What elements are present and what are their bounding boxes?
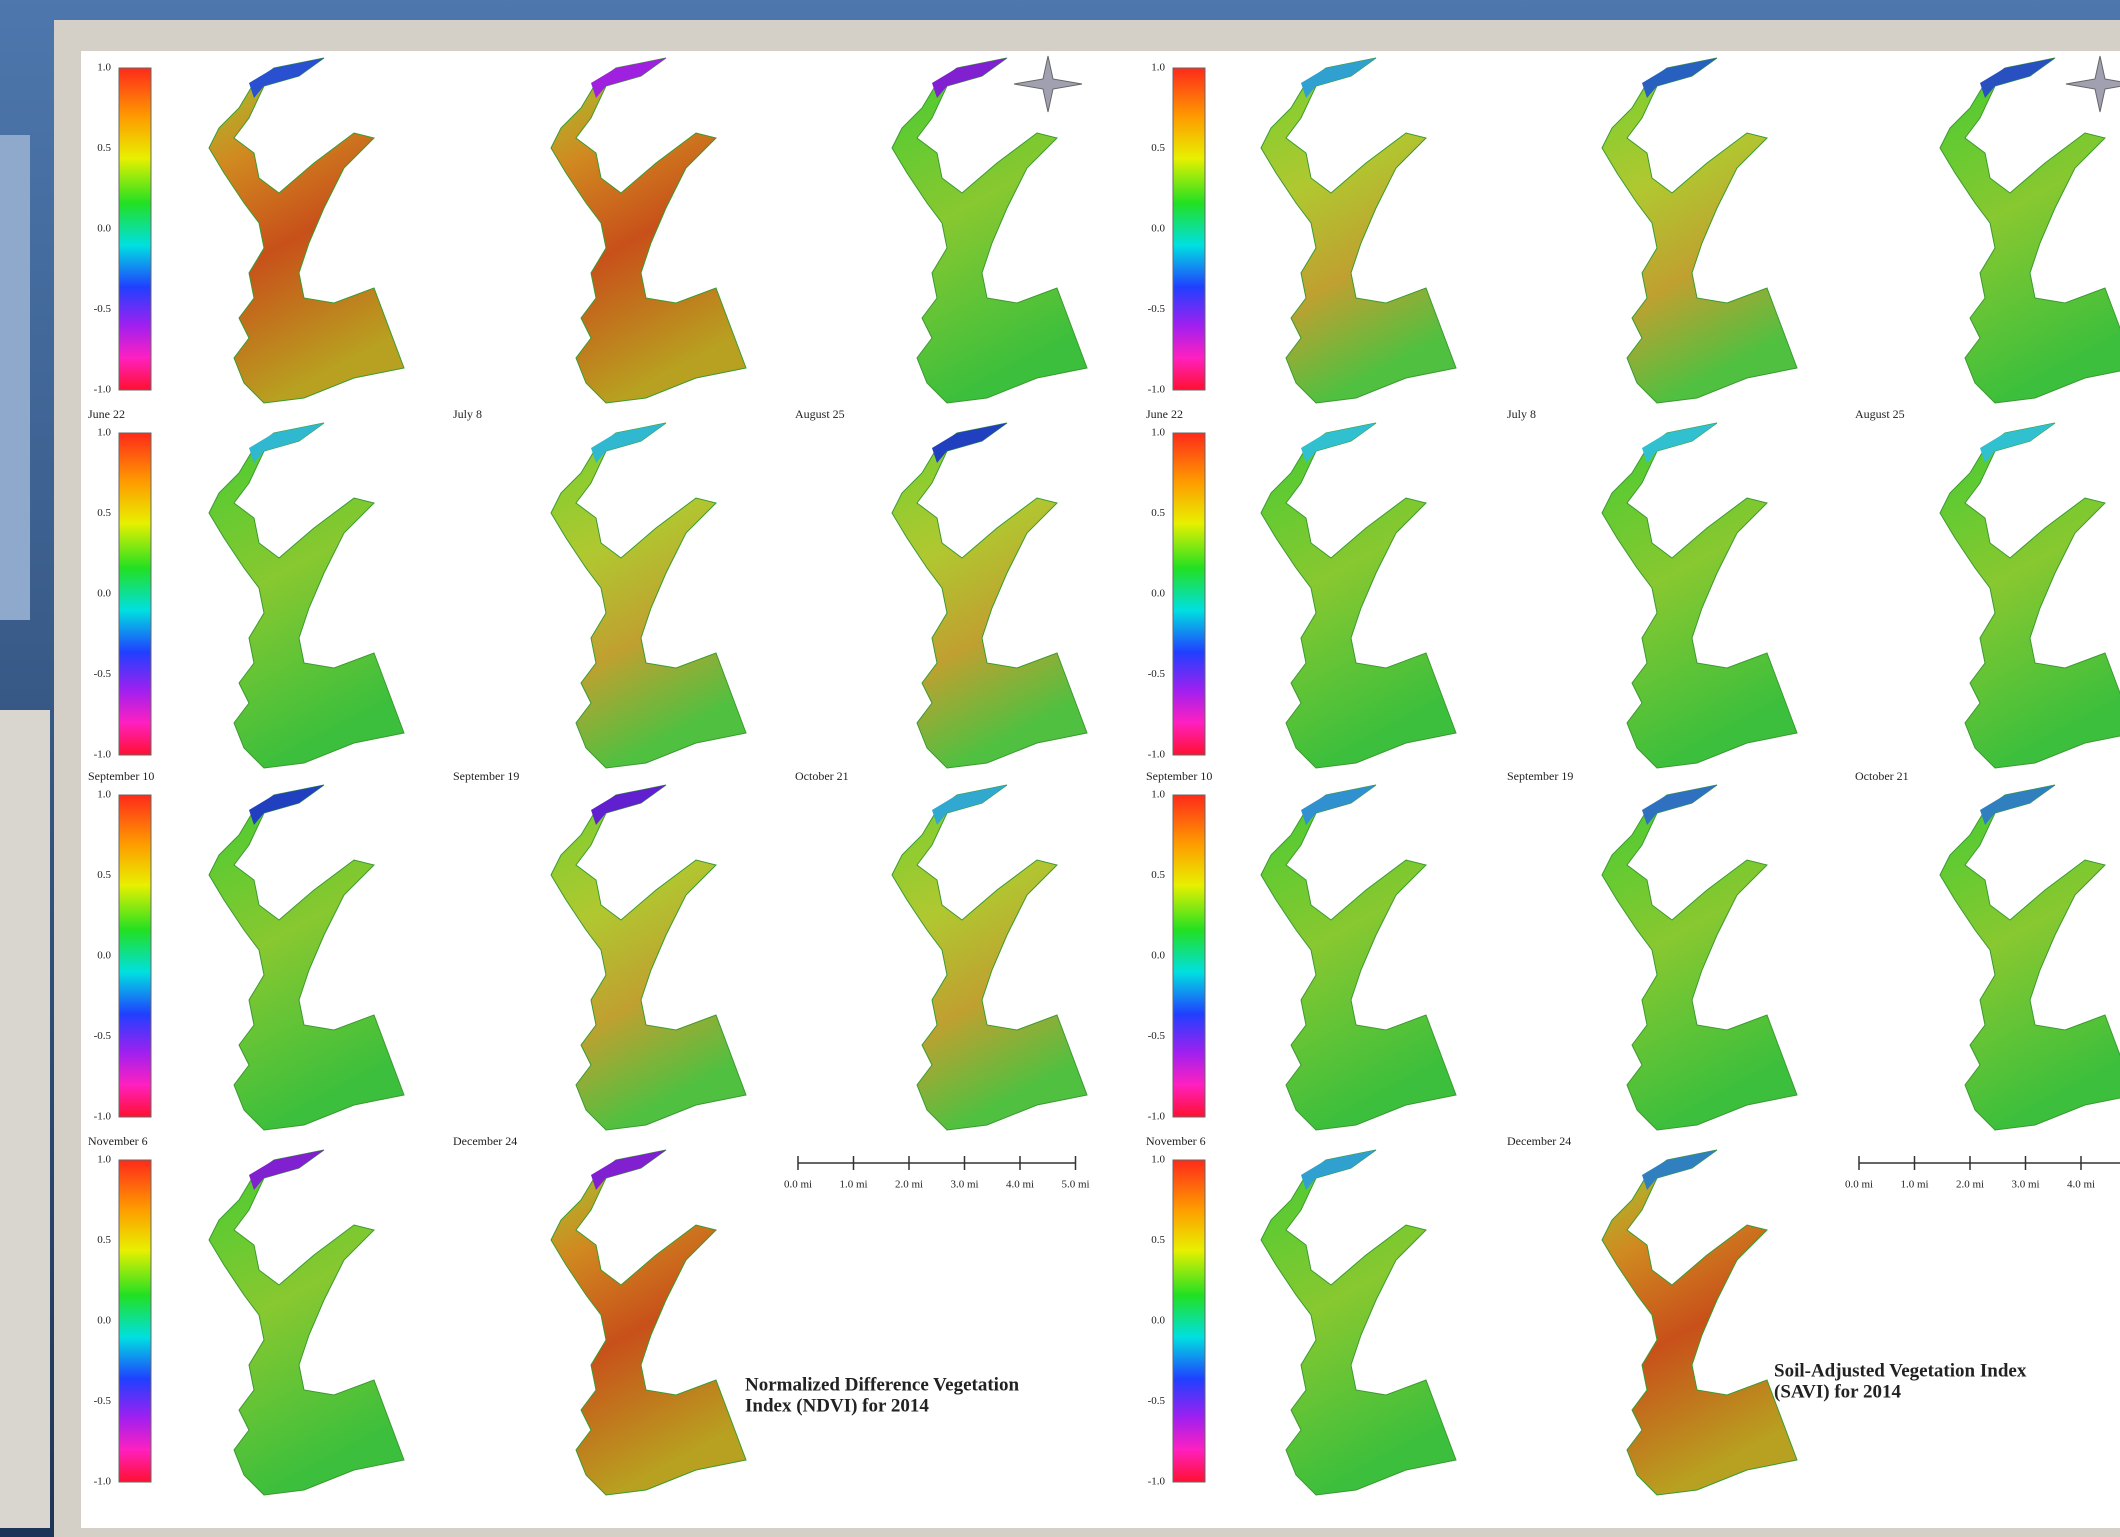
panel-title: (SAVI) for 2014 — [1774, 1381, 1902, 1402]
colorbar-tick-label: -1.0 — [94, 749, 112, 761]
date-label: August 25 — [1855, 407, 1905, 421]
colorbar-tick-label: 1.0 — [1151, 789, 1165, 801]
date-label: September 19 — [453, 769, 519, 783]
date-label: August 25 — [795, 407, 845, 421]
colorbar-tick-label: 1.0 — [97, 427, 111, 439]
body: 1.0 0.5 0.0 -0.5 -1.0 1.0 0.5 0.0 -0.5 -1.0 1.0 0.5… — [0, 0, 2120, 1537]
colorbar — [1173, 68, 1205, 390]
scale-label: 3.0 mi — [2011, 1179, 2039, 1191]
screen: 1.0 0.5 0.0 -0.5 -1.0 1.0 0.5 0.0 -0.5 -1.0 1.0 0.5… — [0, 0, 2120, 1537]
colorbar — [1173, 1160, 1205, 1482]
date-label: October 21 — [795, 769, 849, 783]
scale-label: 2.0 mi — [1956, 1179, 1984, 1191]
colorbar-tick-label: 0.0 — [97, 223, 111, 235]
scale-label: 1.0 mi — [1900, 1179, 1928, 1191]
colorbar-tick-label: 0.5 — [97, 142, 111, 154]
date-label: September 10 — [88, 769, 154, 783]
panel-title: Index (NDVI) for 2014 — [745, 1395, 929, 1416]
colorbar-tick-label: -0.5 — [94, 1030, 112, 1042]
colorbar-tick-label: 1.0 — [1151, 1154, 1165, 1166]
colorbar — [119, 68, 151, 390]
scale-label: 0.0 mi — [1845, 1179, 1873, 1191]
colorbar-tick-label: -0.5 — [94, 303, 112, 315]
colorbar-tick-label: -0.5 — [94, 1395, 112, 1407]
colorbar-tick-label: -1.0 — [1148, 384, 1166, 396]
colorbar — [119, 1160, 151, 1482]
colorbar-tick-label: -0.5 — [94, 668, 112, 680]
colorbar-tick-label: -0.5 — [1148, 668, 1166, 680]
colorbar-tick-label: 0.0 — [97, 950, 111, 962]
colorbar-tick-label: -1.0 — [94, 1476, 112, 1488]
scale-label: 4.0 mi — [1006, 1179, 1034, 1191]
scale-label: 3.0 mi — [950, 1179, 978, 1191]
date-label: September 10 — [1146, 769, 1212, 783]
date-label: October 21 — [1855, 769, 1909, 783]
colorbar-tick-label: 0.0 — [1151, 223, 1165, 235]
colorbar-tick-label: 0.5 — [97, 507, 111, 519]
colorbar-tick-label: 0.0 — [1151, 588, 1165, 600]
date-label: December 24 — [1507, 1134, 1571, 1148]
colorbar — [119, 433, 151, 755]
date-label: November 6 — [88, 1134, 148, 1148]
colorbar-tick-label: -1.0 — [94, 384, 112, 396]
colorbar-tick-label: 0.5 — [1151, 869, 1165, 881]
panel-title: Soil-Adjusted Vegetation Index — [1774, 1360, 2027, 1381]
date-label: December 24 — [453, 1134, 517, 1148]
colorbar — [119, 795, 151, 1117]
side-panel — [0, 135, 30, 620]
colorbar-tick-label: 0.0 — [1151, 950, 1165, 962]
colorbar-tick-label: 0.5 — [1151, 507, 1165, 519]
colorbar-tick-label: -0.5 — [1148, 303, 1166, 315]
colorbar-tick-label: 1.0 — [97, 789, 111, 801]
date-label: July 8 — [453, 407, 482, 421]
colorbar — [1173, 433, 1205, 755]
colorbar-tick-label: -1.0 — [94, 1111, 112, 1123]
colorbar-tick-label: -1.0 — [1148, 1476, 1166, 1488]
colorbar-tick-label: 0.0 — [1151, 1315, 1165, 1327]
date-label: July 8 — [1507, 407, 1536, 421]
scale-label: 4.0 mi — [2067, 1179, 2095, 1191]
scale-label: 2.0 mi — [895, 1179, 923, 1191]
scale-label: 0.0 mi — [784, 1179, 812, 1191]
colorbar-tick-label: -0.5 — [1148, 1395, 1166, 1407]
figure — [81, 51, 2120, 1528]
colorbar — [1173, 795, 1205, 1117]
colorbar-tick-label: -1.0 — [1148, 1111, 1166, 1123]
date-label: September 19 — [1507, 769, 1573, 783]
date-label: November 6 — [1146, 1134, 1206, 1148]
date-label: June 22 — [1146, 407, 1183, 421]
colorbar-tick-label: -0.5 — [1148, 1030, 1166, 1042]
side-panel — [0, 710, 50, 1528]
colorbar-tick-label: 0.5 — [1151, 1234, 1165, 1246]
scale-label: 1.0 mi — [839, 1179, 867, 1191]
colorbar-tick-label: 0.5 — [97, 869, 111, 881]
colorbar-tick-label: 1.0 — [97, 1154, 111, 1166]
colorbar-tick-label: 0.0 — [97, 588, 111, 600]
colorbar-tick-label: 0.0 — [97, 1315, 111, 1327]
page: Vegetation index maps {"panels": [ {"tit… — [0, 0, 2120, 1537]
scale-label: 5.0 mi — [1061, 1179, 1089, 1191]
panel-title: Normalized Difference Vegetation — [745, 1374, 1019, 1395]
colorbar-tick-label: -1.0 — [1148, 749, 1166, 761]
colorbar-tick-label: 1.0 — [97, 62, 111, 74]
colorbar-tick-label: 1.0 — [1151, 62, 1165, 74]
colorbar-tick-label: 0.5 — [1151, 142, 1165, 154]
colorbar-tick-label: 0.5 — [97, 1234, 111, 1246]
colorbar-tick-label: 1.0 — [1151, 427, 1165, 439]
date-label: June 22 — [88, 407, 125, 421]
